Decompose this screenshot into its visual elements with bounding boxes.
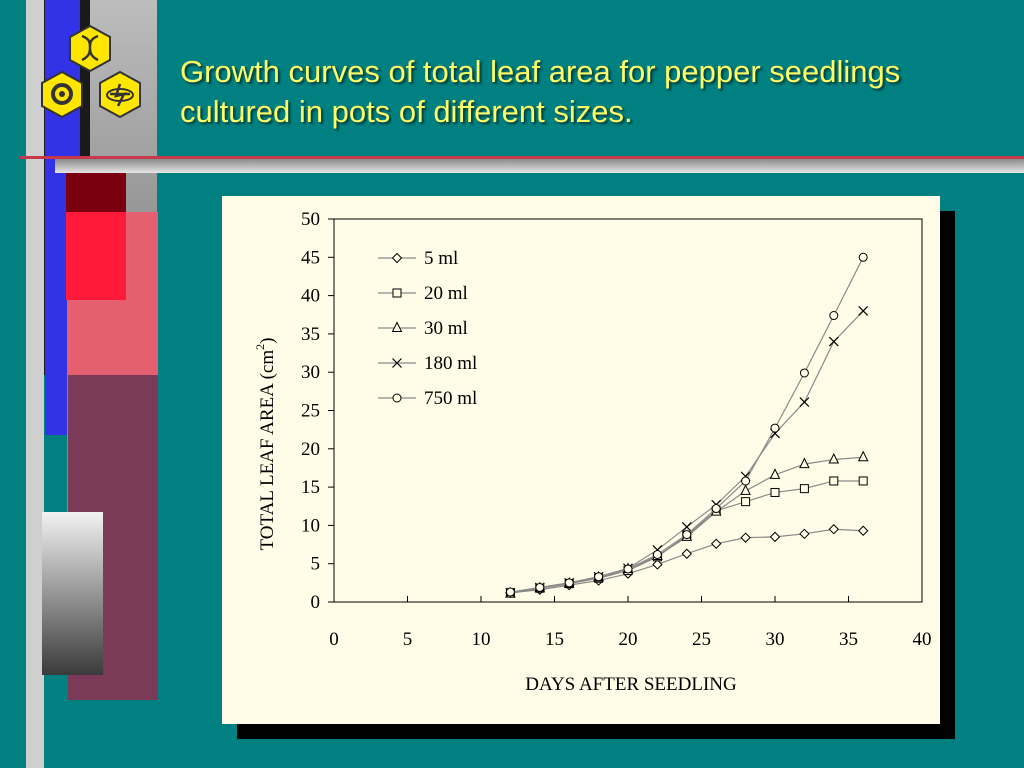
deco-block-darkred	[66, 172, 126, 214]
line-chart: 0 5 10 15 20 25 30 35 40 45 50 0 5 10 15 20 25 30 35 40 5 m…	[253, 209, 932, 695]
data-point	[799, 528, 810, 540]
data-point	[857, 450, 869, 462]
x-tick-label: 0	[329, 629, 339, 650]
x-axis-label: DAYS AFTER SEEDLING	[525, 674, 737, 695]
title-divider-gray	[55, 159, 1024, 173]
data-point	[769, 531, 781, 543]
series-30-ml	[505, 450, 869, 598]
y-tick-label: 45	[301, 247, 320, 268]
data-point	[535, 582, 545, 592]
y-tick-label: 50	[301, 209, 320, 230]
title-divider-red	[20, 156, 1024, 159]
data-point	[682, 530, 692, 540]
series-line	[510, 257, 864, 593]
chart-ticks: 0 5 10 15 20 25 30 35 40 45 50 0 5 10 15 20 25 30 35 40	[301, 209, 932, 650]
data-point	[828, 336, 839, 347]
plot-frame	[333, 218, 923, 603]
data-point	[741, 497, 751, 507]
y-axis-label: TOTAL LEAF AREA (cm2)	[253, 338, 278, 551]
legend-marker	[391, 321, 403, 332]
y-tick-label: 30	[301, 362, 320, 383]
y-axis-label-text: TOTAL LEAF AREA (cm	[257, 350, 278, 551]
x-tick-label: 25	[692, 629, 711, 650]
data-point	[828, 452, 840, 464]
y-tick-label: 0	[311, 592, 321, 613]
chart-legend: 5 ml 20 ml 30 ml 180 ml 750 ml	[378, 248, 477, 409]
data-point	[858, 252, 868, 262]
data-point	[857, 525, 869, 536]
data-point	[623, 564, 633, 574]
data-point	[799, 457, 810, 469]
x-tick-label: 20	[619, 629, 638, 650]
legend-label: 20 ml	[424, 283, 468, 304]
deco-block-red	[66, 212, 126, 300]
y-tick-label: 35	[301, 324, 320, 345]
data-point	[740, 484, 751, 495]
data-point	[799, 368, 809, 378]
data-point	[652, 550, 662, 560]
y-tick-label: 40	[301, 286, 320, 307]
data-point	[711, 504, 721, 514]
legend-marker	[391, 252, 403, 264]
legend-label: 180 ml	[424, 353, 477, 374]
deco-stripe-gray	[26, 0, 44, 768]
data-point	[770, 423, 780, 433]
legend-label: 5 ml	[424, 248, 458, 269]
y-tick-label: 25	[301, 401, 320, 422]
x-tick-label: 5	[403, 629, 413, 650]
data-point	[652, 559, 663, 570]
y-axis-label-close: )	[257, 338, 278, 344]
data-point	[799, 397, 810, 407]
data-point	[594, 572, 604, 582]
legend-marker	[392, 288, 402, 298]
data-point	[769, 468, 781, 479]
data-point	[858, 476, 868, 486]
data-point	[799, 484, 809, 494]
data-point	[740, 532, 751, 543]
slide-title-line-2: cultured in pots of different sizes.	[180, 94, 633, 129]
deco-block-gradient	[42, 512, 103, 675]
data-point	[770, 487, 780, 497]
series-750-ml	[505, 252, 868, 597]
x-tick-label: 15	[545, 629, 564, 650]
slide-title: Growth curves of total leaf area for pep…	[180, 52, 1010, 132]
legend-label: 30 ml	[424, 318, 468, 339]
data-point	[681, 548, 693, 559]
chart-series	[505, 252, 869, 599]
chart-panel	[222, 196, 940, 724]
x-tick-label: 35	[839, 629, 858, 650]
y-axis-label-superscript: 2	[253, 344, 267, 350]
data-point	[828, 524, 840, 535]
slide-title-line-1: Growth curves of total leaf area for pep…	[180, 54, 901, 89]
hexagon-logo-icon	[41, 24, 141, 119]
x-tick-label: 10	[472, 629, 491, 650]
legend-marker	[392, 358, 402, 368]
series-line	[510, 456, 864, 595]
data-point	[829, 476, 839, 486]
data-point	[681, 522, 692, 532]
data-point	[710, 538, 722, 549]
data-point	[829, 311, 839, 321]
y-tick-label: 10	[301, 515, 320, 536]
y-tick-label: 20	[301, 439, 320, 460]
x-tick-label: 30	[766, 629, 785, 650]
data-point	[564, 578, 574, 588]
legend-label: 750 ml	[424, 388, 477, 409]
y-tick-label: 15	[301, 477, 320, 498]
data-point	[505, 587, 515, 597]
x-tick-label: 40	[913, 629, 932, 650]
chart-axes	[333, 218, 923, 603]
data-point	[858, 305, 869, 316]
legend-marker	[392, 393, 402, 403]
y-tick-label: 5	[311, 554, 321, 575]
data-point	[741, 476, 751, 486]
